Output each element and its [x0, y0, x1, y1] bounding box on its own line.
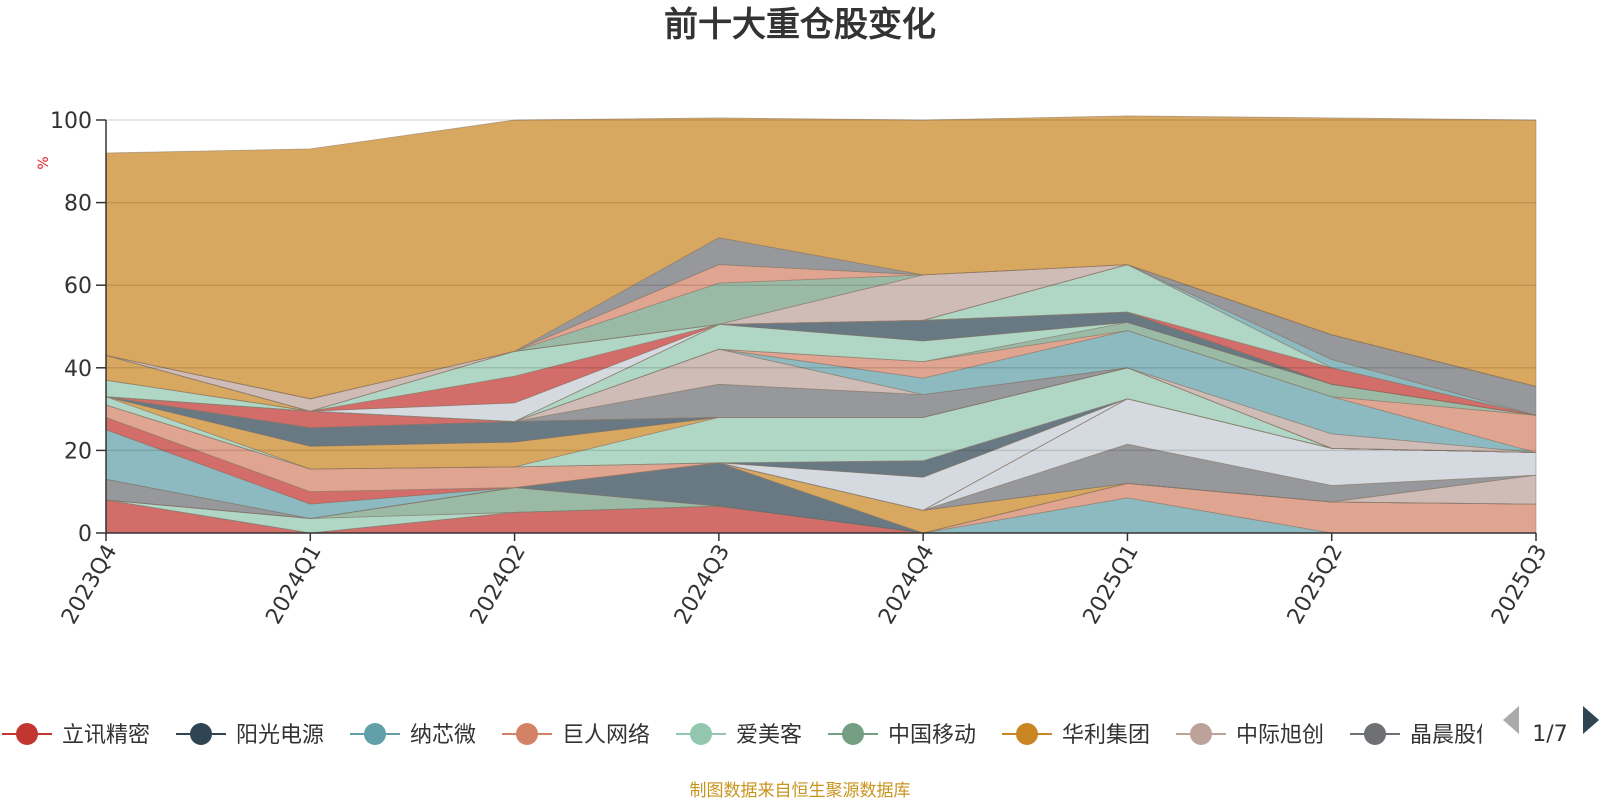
x-tick-label: 2024Q4 — [874, 541, 939, 629]
source-note: 制图数据来自恒生聚源数据库 — [690, 781, 911, 800]
legend-marker-icon — [364, 723, 386, 745]
legend-item[interactable]: 中际旭创 — [1176, 723, 1324, 748]
grid-lines — [106, 119, 1536, 452]
legend-prev-icon[interactable] — [1503, 706, 1519, 734]
y-tick-label: 60 — [64, 274, 92, 299]
legend-label: 纳芯微 — [410, 723, 476, 748]
x-tick-labels: 2023Q4 2024Q1 2024Q2 2024Q3 2024Q4 2025Q1 2025… — [57, 541, 1552, 629]
x-tick-label: 2024Q1 — [261, 541, 326, 629]
x-tick-label: 2024Q2 — [466, 541, 531, 629]
legend-label: 立讯精密 — [62, 723, 150, 748]
legend-item[interactable]: 华利集团 — [1002, 723, 1150, 748]
legend-marker-icon — [1364, 723, 1386, 745]
legend-item[interactable]: 中国移动 — [828, 723, 976, 748]
legend-marker-icon — [16, 723, 38, 745]
legend-label: 爱美客 — [736, 723, 802, 748]
area-layers — [105, 115, 1537, 534]
legend-item[interactable]: 巨人网络 — [502, 723, 650, 748]
legend-label: 阳光电源 — [236, 723, 324, 748]
chart-title: 前十大重仓股变化 — [664, 5, 936, 45]
legend-label: 晶晨股份 — [1410, 723, 1498, 748]
legend-marker-icon — [842, 723, 864, 745]
legend-page-indicator: 1/7 — [1532, 722, 1567, 747]
legend-marker-icon — [190, 723, 212, 745]
axes — [96, 119, 1537, 541]
legend-label: 巨人网络 — [562, 723, 650, 748]
legend-label: 中际旭创 — [1236, 723, 1324, 748]
y-tick-label: 40 — [64, 357, 92, 382]
legend-item[interactable]: 阳光电源 — [176, 723, 324, 748]
x-tick-label: 2025Q3 — [1487, 541, 1552, 629]
legend-label: 中国移动 — [888, 723, 976, 748]
y-axis-unit: % — [36, 156, 52, 169]
legend-item[interactable]: 立讯精密 — [2, 723, 150, 748]
legend-marker-icon — [516, 723, 538, 745]
legend-item[interactable]: 晶晨股份 — [1350, 723, 1498, 748]
legend-item[interactable]: 爱美客 — [676, 723, 802, 748]
x-tick-label: 2024Q3 — [670, 541, 735, 629]
x-tick-label: 2025Q2 — [1283, 541, 1348, 629]
legend-item[interactable]: 纳芯微 — [350, 723, 476, 748]
legend-marker-icon — [1190, 723, 1212, 745]
x-tick-label: 2025Q1 — [1079, 541, 1144, 629]
legend-label: 华利集团 — [1062, 723, 1150, 748]
y-tick-label: 80 — [64, 192, 92, 217]
legend-next-icon[interactable] — [1583, 706, 1599, 734]
y-tick-labels: 0 20 40 60 80 100 — [50, 109, 92, 547]
x-tick-label: 2023Q4 — [57, 541, 122, 629]
y-tick-label: 0 — [78, 522, 92, 547]
legend: 立讯精密 阳光电源 纳芯微 巨人网络 爱美客 中国移动 华利集团 中际旭创 晶晨股份 — [2, 723, 1498, 748]
y-tick-label: 100 — [50, 109, 92, 134]
legend-pager: 1/7 — [1503, 706, 1599, 747]
y-tick-label: 20 — [64, 439, 92, 464]
area-series — [105, 115, 1537, 400]
legend-marker-icon — [1016, 723, 1038, 745]
legend-marker-icon — [690, 723, 712, 745]
